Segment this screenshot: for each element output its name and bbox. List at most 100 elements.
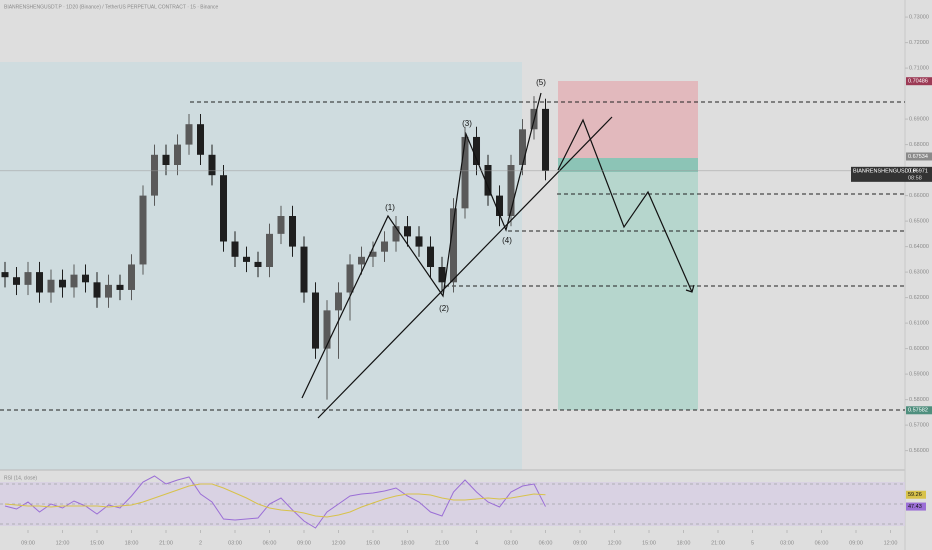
candle-body	[197, 124, 205, 155]
candle-body	[116, 284, 124, 290]
x-tick-label: 06:00	[263, 540, 277, 546]
candles	[1, 96, 550, 400]
candle-body	[128, 264, 136, 290]
candle-body	[243, 256, 251, 262]
candle-body	[450, 208, 458, 283]
rsi-line	[4, 483, 546, 518]
x-tick-label: 03:00	[228, 540, 242, 546]
candle-body	[496, 195, 504, 217]
x-tick-label: 15:00	[366, 540, 380, 546]
x-tick-label: 12:00	[56, 540, 70, 546]
candle-body	[289, 216, 297, 247]
candle-body	[392, 226, 400, 242]
rsi-tag	[906, 502, 926, 511]
rsi-tag-label: 47.43	[908, 504, 922, 510]
wave-label: (4)	[502, 236, 512, 245]
candle-body	[139, 195, 147, 265]
candle-body	[13, 277, 21, 285]
candle-body	[300, 246, 308, 293]
x-tick-label: 09:00	[849, 540, 863, 546]
candle-body	[519, 129, 527, 165]
candle-body	[105, 284, 113, 298]
rsi-line	[4, 475, 546, 529]
x-tick-label: 5	[751, 540, 754, 546]
candle-body	[335, 292, 343, 311]
arrow-head	[685, 284, 695, 293]
price-tag-label: 0.67534	[908, 154, 928, 160]
candle-body	[59, 279, 67, 288]
trend-line	[317, 116, 613, 419]
y-tick-label: 0.72000	[909, 40, 929, 46]
x-tick-label: 12:00	[608, 540, 622, 546]
x-tick-label: 12:00	[332, 540, 346, 546]
target-zone	[558, 158, 698, 410]
price-tag-label: 0.70486	[908, 79, 928, 85]
x-tick-label: 06:00	[815, 540, 829, 546]
x-tick-label: 09:00	[573, 540, 587, 546]
symbol-tag: BIANRENSHENGUSDT.P	[853, 168, 917, 174]
candle-body	[358, 256, 366, 265]
y-tick-label: 0.65000	[909, 219, 929, 225]
candle-body	[208, 154, 216, 176]
candle-body	[93, 282, 101, 298]
x-tick-label: 03:00	[780, 540, 794, 546]
x-tick-label: 18:00	[677, 540, 691, 546]
candle-body	[277, 216, 285, 234]
x-tick-label: 03:00	[504, 540, 518, 546]
price-tag-label: 0.57582	[908, 408, 928, 414]
projection-path	[557, 118, 693, 293]
candle-body	[323, 310, 331, 349]
y-tick-label: 0.56000	[909, 448, 929, 454]
x-tick-label: 15:00	[90, 540, 104, 546]
candle-body	[461, 136, 469, 209]
y-tick-label: 0.59000	[909, 372, 929, 378]
rsi-tag-label: 59.26	[908, 492, 922, 498]
candle-body	[542, 108, 550, 171]
candle-body	[381, 241, 389, 252]
candle-body	[438, 267, 446, 283]
price-tag	[906, 77, 932, 86]
wave-path	[301, 92, 542, 399]
y-tick-label: 0.68000	[909, 142, 929, 148]
candle-body	[484, 164, 492, 196]
candle-body	[346, 264, 354, 293]
candle-body	[36, 272, 44, 293]
price-tag	[906, 406, 932, 415]
y-tick-label: 0.58000	[909, 397, 929, 403]
candle-body	[24, 272, 32, 285]
countdown: 08:58	[908, 175, 922, 181]
x-tick-label: 18:00	[125, 540, 139, 546]
levels	[0, 101, 905, 411]
y-tick-label: 0.66000	[909, 193, 929, 199]
x-tick-label: 2	[199, 540, 202, 546]
candle-body	[220, 175, 228, 242]
y-tick-label: 0.60000	[909, 346, 929, 352]
entry-zone	[558, 158, 698, 172]
x-tick-label: 09:00	[21, 540, 35, 546]
x-tick-label: 15:00	[642, 540, 656, 546]
wave-label: (3)	[462, 119, 472, 128]
candle-body	[312, 292, 320, 349]
y-tick-label: 0.64000	[909, 244, 929, 250]
rsi-title: RSI (14, close)	[4, 475, 37, 481]
x-tick-label: 21:00	[435, 540, 449, 546]
candle-body	[185, 124, 193, 145]
x-tick-label: 4	[475, 540, 478, 546]
rsi-tag	[906, 490, 926, 499]
x-tick-label: 06:00	[539, 540, 553, 546]
candle-body	[1, 272, 9, 278]
chart-title: BIANRENSHENGUSDT.P · 1D20 (Binance) / Te…	[4, 4, 219, 10]
candle-body	[82, 274, 90, 283]
candle-body	[151, 154, 159, 196]
candle-body	[473, 136, 481, 165]
candle-body	[369, 251, 377, 257]
price-tag	[906, 152, 932, 161]
candle-body	[70, 274, 78, 288]
y-tick-label: 0.63000	[909, 270, 929, 276]
wave-drawing	[301, 92, 695, 419]
y-tick-label: 0.69000	[909, 117, 929, 123]
candle-body	[174, 144, 182, 165]
y-tick-label: 0.73000	[909, 15, 929, 21]
